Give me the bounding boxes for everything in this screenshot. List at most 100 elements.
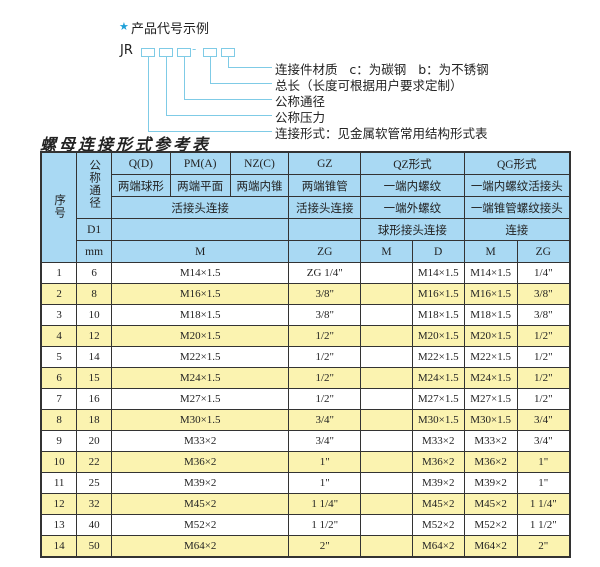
cell-qz-m <box>360 493 413 515</box>
cell-m: M24×1.5 <box>110 367 290 389</box>
cell-seq: 11 <box>40 472 78 494</box>
cell-dn: 18 <box>76 409 112 431</box>
cell-zg: 1" <box>288 472 362 494</box>
connector-line <box>166 115 272 116</box>
cell-qz-d: M22×1.5 <box>411 346 465 368</box>
cell-qz-m <box>360 262 413 284</box>
cell-dn: 8 <box>76 283 112 305</box>
cell-qg-zg: 1 1/2" <box>516 514 571 536</box>
table-row: 7 16 M27×1.5 1/2" M27×1.5 M27×1.5 1/2" <box>40 388 571 410</box>
cell-qg-zg: 3/8" <box>516 304 571 326</box>
cell-qz-d: M16×1.5 <box>411 283 465 305</box>
table-row: 4 12 M20×1.5 1/2" M20×1.5 M20×1.5 1/2" <box>40 325 571 347</box>
cell-seq: 8 <box>40 409 78 431</box>
label-pressure: 公称压力 <box>275 110 326 125</box>
cell-zg: 1" <box>288 451 362 473</box>
cell-zg: 1 1/4" <box>288 493 362 515</box>
connector-line <box>166 57 167 115</box>
code-dash: - <box>192 42 197 56</box>
label-connection: 连接形式：见金属软管常用结构形式表 <box>275 126 488 141</box>
cell-qz-m <box>360 451 413 473</box>
cell-seq: 10 <box>40 451 78 473</box>
cell-m: M33×2 <box>110 430 290 452</box>
cell-seq: 2 <box>40 283 78 305</box>
cell-qz-m <box>360 472 413 494</box>
cell-qz-m <box>360 388 413 410</box>
cell-qz-m <box>360 535 413 558</box>
cell-seq: 7 <box>40 388 78 410</box>
header-dn: 公称通径 <box>76 151 112 219</box>
header-conn: 活接头连接 <box>110 196 290 219</box>
cell-seq: 9 <box>40 430 78 452</box>
connector-line <box>184 99 272 100</box>
table-row: 12 32 M45×2 1 1/4" M45×2 M45×2 1 1/4" <box>40 493 571 515</box>
cell-dn: 15 <box>76 367 112 389</box>
header-qg-conn: 连接 <box>463 218 571 241</box>
connector-line <box>148 57 149 131</box>
cell-qz-m <box>360 325 413 347</box>
cell-qz-d: M64×2 <box>411 535 465 558</box>
table-row: 2 8 M16×1.5 3/8" M16×1.5 M16×1.5 3/8" <box>40 283 571 305</box>
cell-zg: ZG 1/4" <box>288 262 362 284</box>
cell-qg-m: M45×2 <box>463 493 518 515</box>
table-row: 14 50 M64×2 2" M64×2 M64×2 2" <box>40 535 571 558</box>
table-row: 1 6 M14×1.5 ZG 1/4" M14×1.5 M14×1.5 1/4" <box>40 262 571 284</box>
cell-qz-m <box>360 304 413 326</box>
cell-qg-zg: 3/4" <box>516 409 571 431</box>
code-box <box>203 48 217 57</box>
cell-qz-d: M30×1.5 <box>411 409 465 431</box>
example-title: 产品代号示例 <box>131 22 210 37</box>
cell-dn: 12 <box>76 325 112 347</box>
cell-qg-zg: 1/2" <box>516 367 571 389</box>
nut-connection-table: 序号 公称通径 Q(D) PM(A) NZ(C) GZ QZ形式 QG形式 两端球形 两端平… <box>40 151 571 558</box>
cell-dn: 50 <box>76 535 112 558</box>
cell-m: M64×2 <box>110 535 290 558</box>
cell-qg-zg: 1" <box>516 451 571 473</box>
header-qg-desc: 一端内螺纹活接头 <box>463 174 571 197</box>
code-box <box>177 48 191 57</box>
code-box <box>159 48 173 57</box>
table-row: 10 22 M36×2 1" M36×2 M36×2 1" <box>40 451 571 473</box>
cell-m: M18×1.5 <box>110 304 290 326</box>
cell-qg-zg: 2" <box>516 535 571 558</box>
cell-qz-d: M27×1.5 <box>411 388 465 410</box>
header-nz: NZ(C) <box>229 151 290 175</box>
cell-seq: 4 <box>40 325 78 347</box>
cell-qg-m: M36×2 <box>463 451 518 473</box>
cell-qg-m: M52×2 <box>463 514 518 536</box>
cell-qg-zg: 1" <box>516 472 571 494</box>
header-d1: D1 <box>76 218 112 241</box>
cell-qz-d: M18×1.5 <box>411 304 465 326</box>
cell-dn: 40 <box>76 514 112 536</box>
header-pm-desc: 两端平面 <box>169 174 231 197</box>
header-seq: 序号 <box>40 151 78 263</box>
cell-seq: 5 <box>40 346 78 368</box>
header-nz-desc: 两端内锥 <box>229 174 290 197</box>
cell-seq: 6 <box>40 367 78 389</box>
header-m: M <box>110 240 290 263</box>
table-row: 6 15 M24×1.5 1/2" M24×1.5 M24×1.5 1/2" <box>40 367 571 389</box>
label-length: 总长（长度可根据用户要求定制） <box>275 78 463 93</box>
cell-m: M16×1.5 <box>110 283 290 305</box>
cell-m: M45×2 <box>110 493 290 515</box>
cell-dn: 16 <box>76 388 112 410</box>
connector-line <box>148 131 272 132</box>
cell-qz-m <box>360 346 413 368</box>
cell-zg: 1/2" <box>288 346 362 368</box>
cell-qz-d: M52×2 <box>411 514 465 536</box>
header-gz: GZ <box>288 151 362 175</box>
cell-dn: 25 <box>76 472 112 494</box>
cell-m: M39×2 <box>110 472 290 494</box>
cell-qg-m: M30×1.5 <box>463 409 518 431</box>
code-prefix: JR <box>120 43 133 58</box>
cell-dn: 20 <box>76 430 112 452</box>
code-box <box>141 48 155 57</box>
cell-qz-m <box>360 514 413 536</box>
cell-qg-zg: 1/4" <box>516 262 571 284</box>
cell-qz-m <box>360 367 413 389</box>
cell-qg-m: M24×1.5 <box>463 367 518 389</box>
header-q-desc: 两端球形 <box>110 174 171 197</box>
cell-m: M30×1.5 <box>110 409 290 431</box>
header-gz-conn: 活接头连接 <box>288 196 362 219</box>
header-qg: QG形式 <box>463 151 571 175</box>
